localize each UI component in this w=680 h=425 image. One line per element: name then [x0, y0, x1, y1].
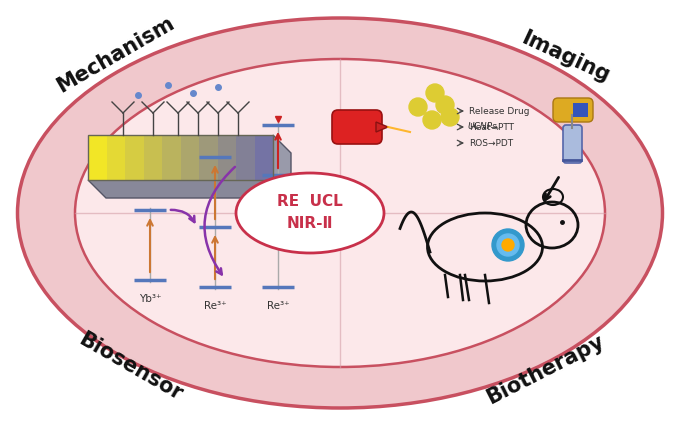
Polygon shape — [218, 135, 236, 180]
Text: Imaging: Imaging — [517, 28, 612, 86]
Circle shape — [409, 98, 427, 116]
Polygon shape — [107, 135, 125, 180]
Text: NIR-Ⅱ: NIR-Ⅱ — [287, 215, 333, 230]
Polygon shape — [573, 103, 588, 117]
Polygon shape — [162, 135, 180, 180]
Text: Re³⁺: Re³⁺ — [267, 301, 289, 311]
Polygon shape — [143, 135, 162, 180]
Text: Heat→PTT: Heat→PTT — [469, 122, 514, 131]
Text: Biosensor: Biosensor — [75, 329, 186, 405]
Circle shape — [426, 84, 444, 102]
Circle shape — [436, 96, 454, 114]
Text: Release Drug: Release Drug — [469, 107, 530, 116]
Polygon shape — [199, 135, 218, 180]
Polygon shape — [180, 135, 199, 180]
Circle shape — [423, 111, 441, 129]
Polygon shape — [254, 135, 273, 180]
Ellipse shape — [18, 18, 662, 408]
Text: UCNPs,: UCNPs, — [467, 122, 500, 131]
FancyBboxPatch shape — [553, 98, 593, 122]
Polygon shape — [88, 135, 107, 180]
FancyBboxPatch shape — [332, 110, 382, 144]
Circle shape — [492, 229, 524, 261]
Polygon shape — [236, 135, 254, 180]
Text: Biotherapy: Biotherapy — [483, 332, 607, 408]
FancyBboxPatch shape — [563, 125, 582, 163]
Polygon shape — [125, 135, 143, 180]
Circle shape — [441, 108, 459, 126]
Circle shape — [497, 234, 519, 256]
Circle shape — [502, 239, 514, 251]
Text: Mechanism: Mechanism — [52, 13, 177, 97]
Text: RE  UCL: RE UCL — [277, 193, 343, 209]
Polygon shape — [376, 122, 388, 132]
Text: Yb³⁺: Yb³⁺ — [139, 294, 161, 304]
Text: Re³⁺: Re³⁺ — [204, 301, 226, 311]
Ellipse shape — [236, 173, 384, 253]
Polygon shape — [88, 180, 291, 198]
Ellipse shape — [75, 59, 605, 367]
Text: ROS→PDT: ROS→PDT — [469, 139, 513, 147]
Polygon shape — [273, 135, 291, 198]
